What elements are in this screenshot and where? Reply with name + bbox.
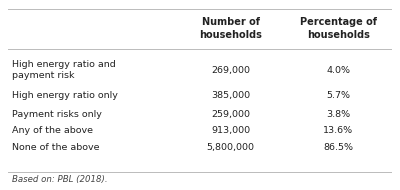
Text: 5.7%: 5.7% [326, 90, 350, 100]
Text: 259,000: 259,000 [211, 110, 250, 119]
Text: 913,000: 913,000 [211, 126, 250, 135]
Text: High energy ratio and
payment risk: High energy ratio and payment risk [12, 60, 116, 80]
Text: Based on: PBL (2018).: Based on: PBL (2018). [12, 175, 108, 184]
Text: 3.8%: 3.8% [326, 110, 350, 119]
Text: High energy ratio only: High energy ratio only [12, 90, 118, 100]
Text: 4.0%: 4.0% [326, 66, 350, 75]
Text: Number of
households: Number of households [199, 17, 262, 40]
Text: 269,000: 269,000 [211, 66, 250, 75]
Text: Percentage of
households: Percentage of households [300, 17, 377, 40]
Text: 385,000: 385,000 [211, 90, 250, 100]
Text: 13.6%: 13.6% [323, 126, 353, 135]
Text: Payment risks only: Payment risks only [12, 110, 102, 119]
Text: 5,800,000: 5,800,000 [207, 143, 255, 152]
Text: 86.5%: 86.5% [323, 143, 353, 152]
Text: Any of the above: Any of the above [12, 126, 93, 135]
Text: None of the above: None of the above [12, 143, 99, 152]
